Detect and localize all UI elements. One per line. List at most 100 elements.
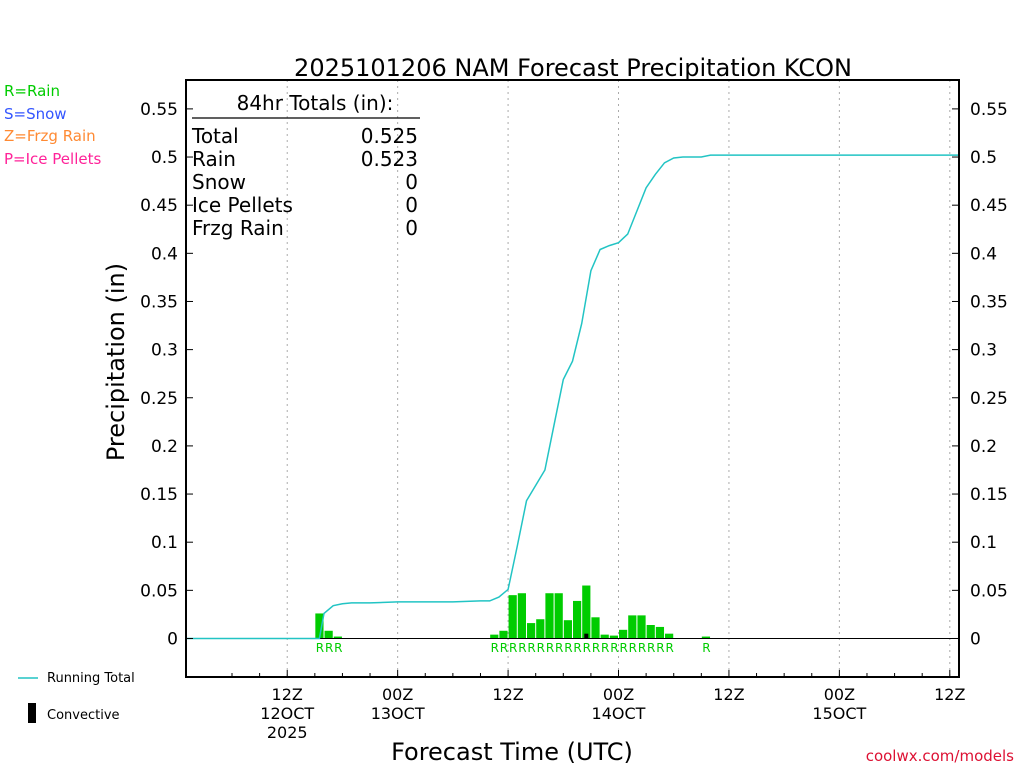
- y-tick-label: 0.35: [970, 292, 1008, 312]
- precip-type-label: R: [491, 641, 499, 655]
- y-tick-label: 0.25: [140, 389, 178, 409]
- x-axis-label: Forecast Time (UTC): [391, 738, 633, 766]
- running-total-line: [186, 154, 959, 640]
- x-tick-label: 00Z: [603, 685, 634, 704]
- precip-type-label: R: [546, 641, 554, 655]
- y-tick-label: 0.4: [151, 244, 178, 264]
- precip-bar: [508, 595, 517, 639]
- totals-value-ice-pellets: 0: [405, 193, 418, 217]
- y-tick-label: 0.05: [970, 581, 1008, 601]
- x-tick-label: 12Z: [272, 685, 303, 704]
- precip-type-label: R: [592, 641, 600, 655]
- precip-type-label: R: [702, 641, 710, 655]
- precip-bar: [609, 635, 619, 639]
- y-tick-label: 0.45: [970, 196, 1008, 216]
- precip-bar: [582, 585, 591, 639]
- convective-legend-swatch: [28, 703, 36, 723]
- precip-bar: [333, 636, 342, 639]
- precip-type-label: R: [500, 641, 508, 655]
- precip-bar: [545, 593, 554, 639]
- y-tick-label: 0.4: [970, 244, 997, 264]
- precip-bar: [701, 636, 711, 639]
- y-axis-left: 0 0.05 0.1 0.15 0.2 0.25 0.3 0.35 0.4 0.45 0.5 0.55: [140, 100, 193, 649]
- precip-bar: [563, 620, 572, 639]
- precip-bar: [526, 623, 536, 639]
- totals-label-rain: Rain: [192, 147, 236, 171]
- precip-bar: [536, 619, 545, 639]
- y-tick-label: 0.15: [970, 485, 1008, 505]
- legend-snow: S=Snow: [4, 105, 67, 123]
- precip-type-label: R: [610, 641, 618, 655]
- totals-value-snow: 0: [405, 170, 418, 194]
- totals-box: 84hr Totals (in): Total 0.525 Rain 0.523…: [191, 91, 420, 240]
- precip-type-label: R: [629, 641, 637, 655]
- x-tick-label: 14OCT: [592, 704, 646, 723]
- precip-bar: [637, 615, 646, 639]
- y-tick-label: 0.3: [151, 341, 178, 361]
- y-tick-label: 0.05: [140, 581, 178, 601]
- precip-bar: [628, 615, 637, 639]
- legend-frzg-rain: Z=Frzg Rain: [4, 127, 96, 145]
- convective-legend-label: Convective: [47, 708, 120, 723]
- precip-bar: [665, 633, 674, 639]
- precip-type-label: R: [601, 641, 609, 655]
- credit-text: coolwx.com/models: [866, 747, 1014, 765]
- y-axis-label: Precipitation (in): [102, 263, 130, 461]
- y-tick-label: 0.55: [140, 100, 178, 120]
- x-tick-label: 12Z: [713, 685, 744, 704]
- precip-type-label: R: [665, 641, 673, 655]
- convective-bar: [584, 633, 589, 639]
- precip-type-label: R: [509, 641, 517, 655]
- y-tick-label: 0: [970, 629, 981, 649]
- x-tick-label: 00Z: [382, 685, 413, 704]
- y-tick-label: 0.25: [970, 389, 1008, 409]
- x-tick-label: 15OCT: [812, 704, 866, 723]
- y-tick-label: 0.1: [970, 533, 997, 553]
- totals-label-snow: Snow: [192, 170, 246, 194]
- y-tick-label: 0.3: [970, 341, 997, 361]
- precip-bar: [655, 626, 665, 639]
- precip-bar: [315, 613, 324, 639]
- y-tick-label: 0.5: [151, 148, 178, 168]
- plot-frame: [185, 79, 960, 678]
- y-axis-right: 0 0.05 0.1 0.15 0.2 0.25 0.3 0.35 0.4 0.45 0.5 0.55: [952, 100, 1008, 649]
- precip-type-label: R: [518, 641, 526, 655]
- x-tick-label: 00Z: [824, 685, 855, 704]
- x-tick-label: 2025: [267, 723, 308, 742]
- bottom-legend: Running Total Convective: [18, 671, 135, 723]
- chart-title: 2025101206 NAM Forecast Precipitation KC…: [294, 54, 852, 82]
- x-tick-label: 13OCT: [371, 704, 425, 723]
- precip-bar: [490, 634, 499, 639]
- y-tick-label: 0.1: [151, 533, 178, 553]
- totals-label-total: Total: [191, 124, 239, 148]
- precip-type-label: R: [527, 641, 535, 655]
- precip-bar: [554, 593, 563, 639]
- left-legend: R=Rain S=Snow Z=Frzg Rain P=Ice Pellets: [4, 82, 101, 168]
- precip-bar: [591, 617, 600, 639]
- precip-type-label: R: [537, 641, 545, 655]
- totals-header: 84hr Totals (in):: [237, 91, 394, 115]
- precip-bar: [600, 634, 609, 639]
- precip-type-label: R: [555, 641, 563, 655]
- legend-rain: R=Rain: [4, 82, 60, 100]
- precip-bar: [499, 630, 508, 639]
- totals-value-total: 0.525: [361, 124, 418, 148]
- y-tick-label: 0.45: [140, 196, 178, 216]
- convective-bars: [584, 633, 589, 639]
- legend-ice-pellets: P=Ice Pellets: [4, 150, 101, 168]
- precip-type-label: R: [619, 641, 627, 655]
- y-tick-label: 0.15: [140, 485, 178, 505]
- precip-type-label: R: [583, 641, 591, 655]
- precip-bar: [324, 630, 333, 639]
- y-tick-label: 0: [167, 629, 178, 649]
- x-tick-label: 12Z: [492, 685, 523, 704]
- precip-type-label: R: [325, 641, 333, 655]
- y-tick-label: 0.2: [970, 437, 997, 457]
- precip-type-label: R: [573, 641, 581, 655]
- precip-type-label: R: [564, 641, 572, 655]
- precip-type-label: R: [638, 641, 646, 655]
- y-tick-label: 0.5: [970, 148, 997, 168]
- precip-type-label: R: [334, 641, 342, 655]
